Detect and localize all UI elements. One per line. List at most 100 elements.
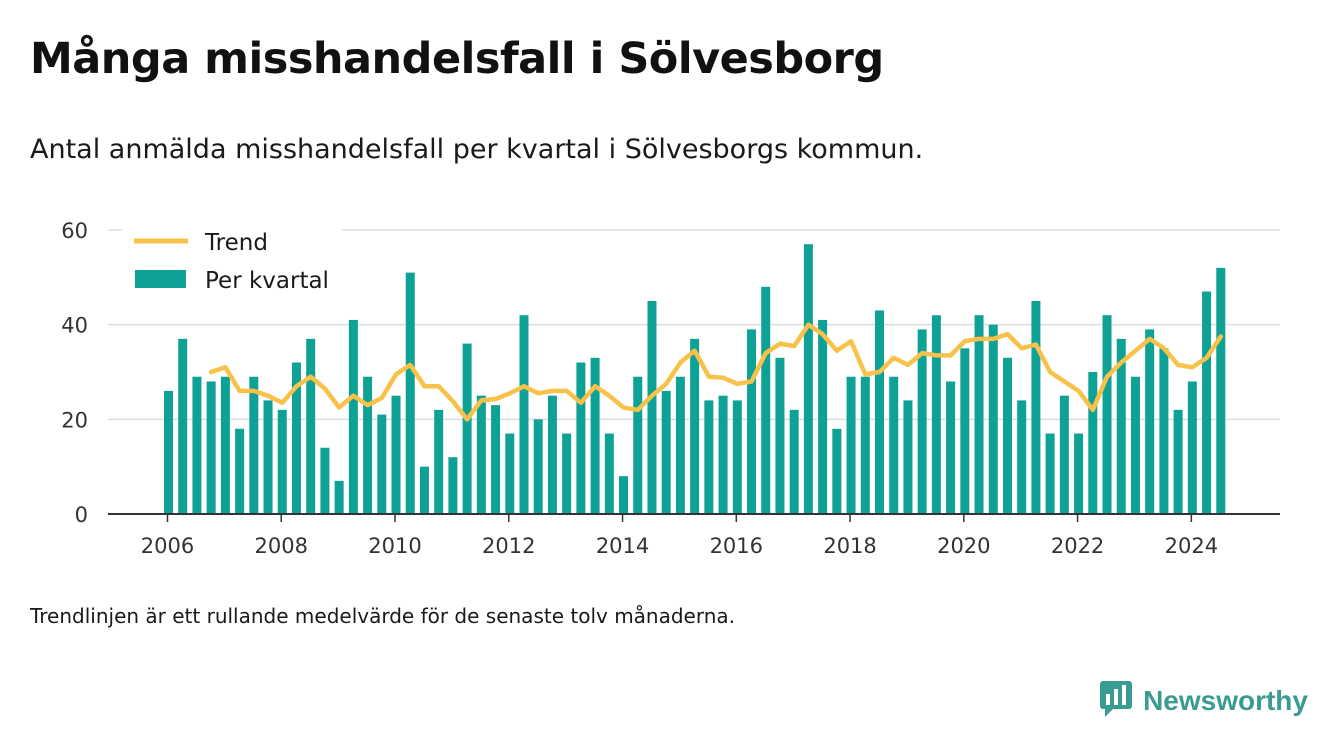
bar (619, 476, 629, 514)
x-tick-label: 2006 (141, 534, 194, 558)
bar (917, 329, 927, 514)
bar (946, 381, 956, 514)
bar (775, 357, 785, 514)
trend-line (208, 322, 1224, 422)
x-tick-label: 2020 (937, 534, 990, 558)
bar (1145, 329, 1155, 514)
chart-title: Många misshandelsfall i Sölvesborg (30, 34, 884, 84)
x-tick-label: 2014 (596, 534, 649, 558)
footnote: Trendlinjen är ett rullande medelvärde f… (30, 604, 736, 628)
bar (960, 348, 970, 514)
bar (1002, 357, 1012, 514)
x-tick-label: 2008 (255, 534, 308, 558)
bar (334, 480, 344, 514)
bar (249, 376, 259, 514)
bar (818, 319, 828, 514)
bar (875, 310, 884, 514)
bar (604, 433, 614, 514)
x-tick-label: 2010 (368, 534, 421, 558)
bar (206, 381, 216, 514)
bar (434, 409, 444, 514)
bar (1216, 267, 1226, 514)
newsworthy-logo-icon (1099, 680, 1133, 722)
brand: Newsworthy (1099, 680, 1308, 722)
bar (1130, 376, 1140, 514)
bar (690, 338, 700, 514)
bar (419, 466, 429, 514)
bar (505, 433, 515, 514)
y-tick-label: 20 (61, 408, 88, 432)
chart-subtitle: Antal anmälda misshandelsfall per kvarta… (30, 134, 924, 165)
bar (633, 376, 643, 514)
x-tick-label: 2018 (823, 534, 876, 558)
x-tick-label: 2022 (1051, 534, 1104, 558)
bar (732, 400, 742, 514)
bar (1031, 301, 1041, 514)
bar (235, 428, 245, 514)
bar (832, 428, 842, 514)
bar (988, 324, 998, 514)
bar (846, 376, 856, 514)
y-tick-label: 40 (61, 314, 88, 338)
bar (1102, 315, 1112, 514)
bar (747, 329, 757, 514)
bar (1187, 381, 1197, 514)
bar (1202, 291, 1212, 514)
bar (547, 395, 557, 514)
bar (761, 286, 771, 514)
x-tick-label: 2012 (482, 534, 535, 558)
legend-bar-label: Per kvartal (205, 268, 329, 294)
bar (889, 376, 899, 514)
bar (1045, 433, 1055, 514)
bar (590, 357, 600, 514)
legend-trend-label: Trend (204, 230, 268, 256)
bar (533, 419, 543, 514)
bar (476, 395, 486, 514)
bar (647, 301, 657, 514)
bar (348, 319, 358, 514)
bar (974, 315, 984, 514)
bar (1159, 348, 1169, 514)
bar (562, 433, 572, 514)
bar (363, 376, 373, 514)
x-tick-label: 2016 (710, 534, 763, 558)
legend-bar-swatch (135, 270, 186, 288)
bar (1088, 372, 1098, 514)
x-tick-label: 2024 (1165, 534, 1218, 558)
brand-name: Newsworthy (1143, 685, 1308, 716)
bar (704, 400, 714, 514)
y-tick-label: 0 (75, 503, 88, 527)
chart: 0 20 40 60 2006 2008 2010 2012 2014 2016 2018 2020 2… (61, 219, 1280, 558)
bar (178, 338, 188, 514)
bar (1116, 338, 1126, 514)
bar (903, 400, 913, 514)
bar (661, 390, 671, 514)
bar (306, 338, 316, 514)
trend-line-group (208, 322, 1224, 422)
bar (164, 390, 173, 514)
bar (1059, 395, 1069, 514)
legend-background (122, 222, 342, 304)
bar (263, 400, 273, 514)
bar (405, 272, 415, 514)
bar (803, 244, 813, 514)
bar (576, 362, 586, 514)
bar (519, 315, 529, 514)
axes: 0 20 40 60 2006 2008 2010 2012 2014 2016 2018 2020 2… (61, 219, 1280, 558)
bar (789, 409, 799, 514)
bar (320, 447, 330, 514)
bar (1074, 433, 1084, 514)
bar (291, 362, 301, 514)
bar (192, 376, 202, 514)
bar (718, 395, 728, 514)
bar (391, 395, 401, 514)
bar (860, 376, 870, 514)
bar (931, 315, 941, 514)
bar (448, 457, 458, 514)
bar (277, 409, 287, 514)
bars (164, 244, 1226, 514)
bar (491, 405, 501, 514)
legend: Trend Per kvartal (122, 222, 342, 304)
bar (675, 376, 685, 514)
bar (462, 343, 472, 514)
